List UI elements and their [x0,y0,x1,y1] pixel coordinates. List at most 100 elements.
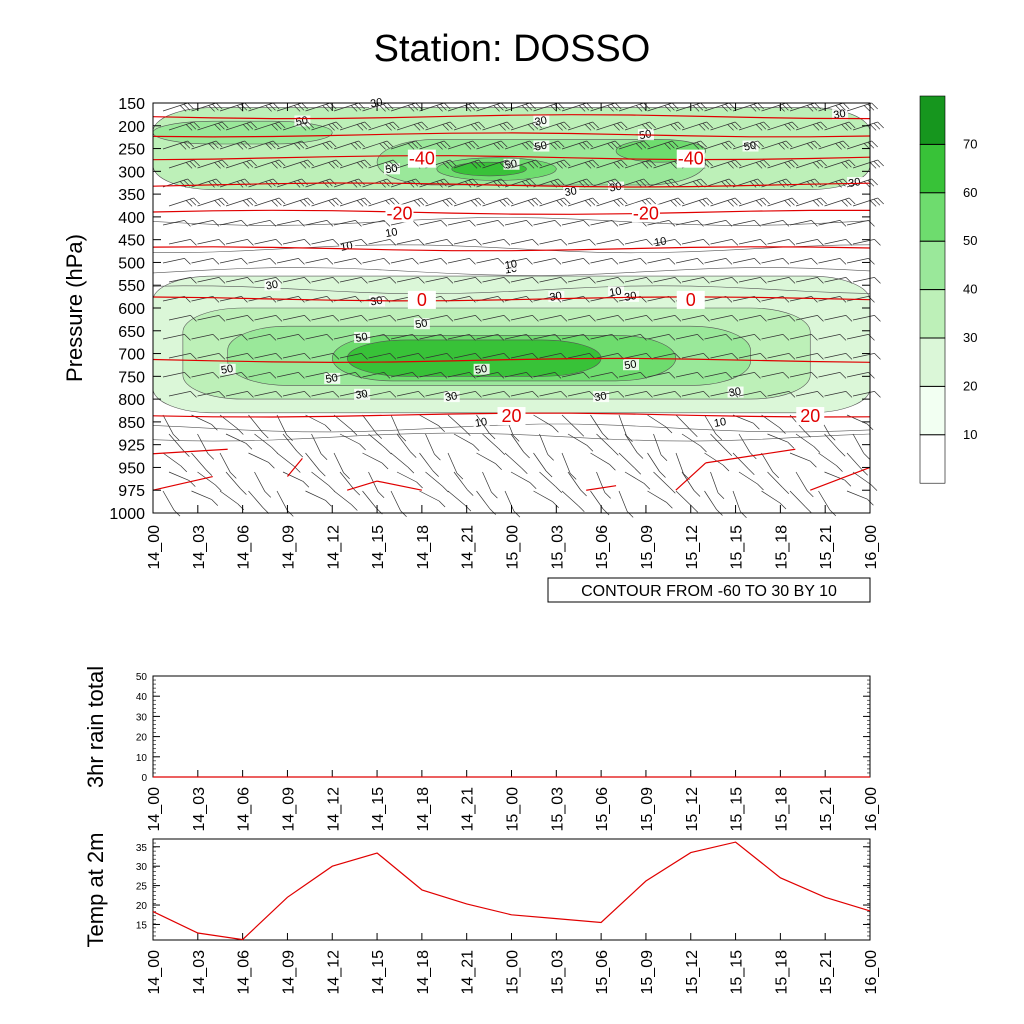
wind-barb-feather [698,124,706,131]
time-tick-label: 15_06 [594,525,611,570]
wind-barb [789,334,812,340]
wind-barb [539,159,565,169]
wind-barb [504,220,527,226]
wind-barb [846,220,869,226]
wind-barb-feather [412,372,419,379]
wind-barb-feather [614,102,622,110]
wind-barb [197,159,223,169]
wind-barb-feather [298,372,305,379]
pressure-tick-label: 200 [118,119,145,136]
wind-barb [476,334,499,340]
wind-barb [305,258,328,264]
wind-barb [368,277,391,283]
wind-barb-feather [184,258,191,265]
humidity-contour-label: 10 [504,258,518,272]
wind-barb-feather [674,315,682,322]
wind-barb-feather [554,334,562,341]
wind-barb-feather [577,430,585,437]
wind-barb-feather [247,353,254,360]
wind-barb [339,121,365,131]
wind-barb-feather [241,372,248,379]
wind-barb [191,140,217,150]
wind-barb-feather [187,102,194,110]
wind-barb-feather [469,372,476,379]
wind-barb [339,471,355,490]
wind-barb-feather [550,143,557,150]
wind-barb [419,414,439,427]
wind-barb [225,315,248,321]
y-tick-label: 20 [136,901,148,912]
wind-barb-feather [272,140,280,148]
wind-barb-feather [350,105,358,112]
wind-barb [846,102,872,112]
wind-barb-feather [584,162,592,169]
wind-barb-feather [472,444,480,451]
wind-barb [311,239,334,245]
wind-barb [567,239,590,245]
wind-barb [191,220,214,226]
time-tick-label: 14_15 [370,950,387,995]
humidity-label-bg [727,386,744,398]
pressure-tick-label: 350 [118,187,145,204]
wind-barb [710,353,733,359]
wind-barb-feather [497,334,505,341]
wind-barb-feather [475,315,482,322]
colorbar-box [919,289,946,339]
wind-barb-feather [495,463,502,470]
wind-barb-feather [649,121,656,129]
wind-barb-feather [297,103,305,111]
wind-barb-feather [611,372,619,379]
wind-barb [561,334,584,340]
time-tick-label: 15_21 [818,950,835,995]
wind-barb-feather [611,258,619,265]
temperature-contour-fragment [705,448,796,464]
wind-barb-feather [529,178,536,186]
wind-barb-feather [421,121,428,129]
wind-barb [767,433,789,443]
wind-barb [596,121,622,131]
wind-barb [795,391,818,397]
wind-barb [533,414,553,427]
wind-barb [675,102,701,112]
wind-barb [704,258,727,264]
wind-barb [419,178,445,188]
wind-barb-feather [446,277,454,284]
wind-barb [767,197,793,207]
wind-barb-feather [871,140,878,148]
wind-barb-feather [304,239,311,246]
wind-barb-feather [749,143,757,150]
time-tick-label: 14_03 [191,787,208,832]
wind-barb-feather [560,315,568,322]
wind-barb [305,140,331,150]
wind-barb-feather [212,372,220,379]
wind-barb [282,315,305,321]
wind-barb-feather [322,143,329,150]
wind-barb [533,452,547,472]
wind-barb-feather [184,372,191,379]
wind-barb [824,121,850,131]
wind-barb-feather [668,334,676,341]
wind-barb-feather [645,122,653,130]
wind-barb-feather [499,162,506,169]
wind-barb-feather [554,372,562,379]
wind-barb-feather [468,141,476,149]
wind-barb-feather [214,162,221,169]
wind-barb-feather [755,124,763,131]
wind-barb [219,490,239,505]
wind-barb [219,220,242,226]
wind-barb-feather [811,220,818,227]
wind-barb-feather [307,197,314,205]
wind-barb [704,220,727,226]
wind-barb-feather [874,391,881,398]
wind-barb [539,471,557,487]
wind-barb [254,121,280,131]
wind-barb-feather [869,162,877,169]
wind-barb-feather [360,122,368,130]
wind-barb [476,372,499,378]
wind-barb-feather [302,481,310,488]
wind-barb-feather [645,198,653,206]
wind-barb-feather [698,200,706,207]
wind-barb-feather [664,105,671,112]
humidity-label-bg [354,331,371,343]
